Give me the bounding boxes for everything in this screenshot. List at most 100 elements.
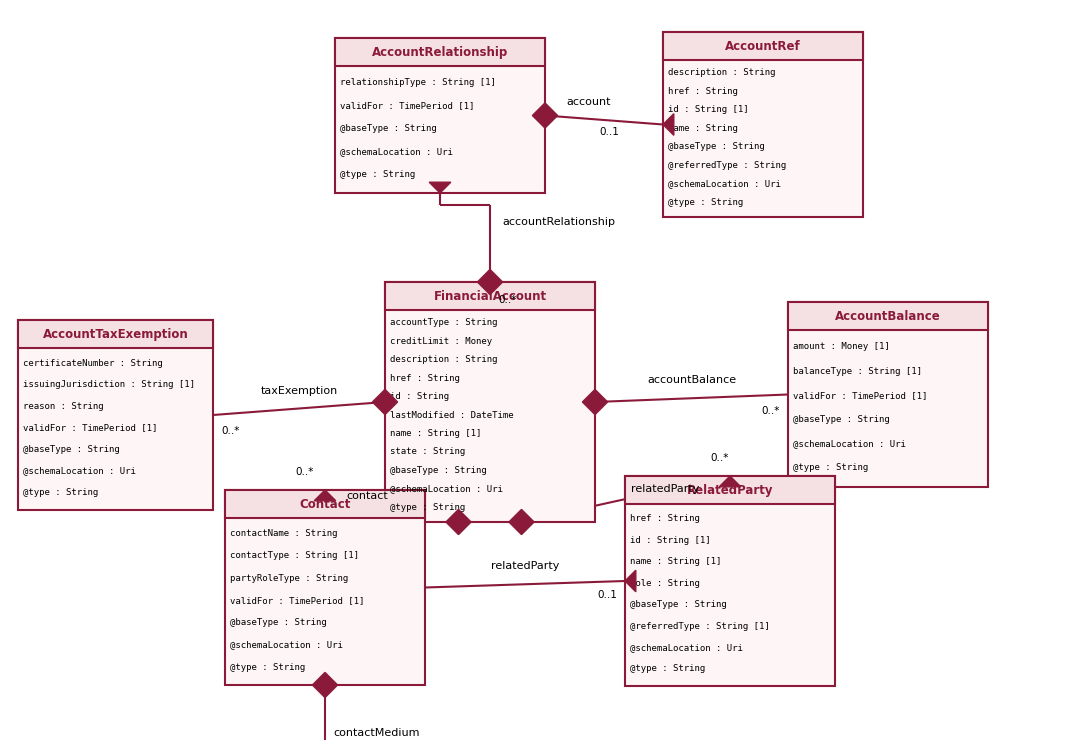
Text: @referredType : String: @referredType : String	[668, 161, 786, 169]
Text: 0..*: 0..*	[221, 426, 239, 436]
Bar	[335, 38, 545, 193]
Text: AccountTaxExemption: AccountTaxExemption	[43, 328, 188, 340]
Text: @schemaLocation : Uri: @schemaLocation : Uri	[668, 179, 781, 188]
Text: partyRoleType : String: partyRoleType : String	[230, 574, 348, 582]
Text: role : String: role : String	[630, 579, 700, 588]
Text: @schemaLocation : Uri: @schemaLocation : Uri	[340, 147, 452, 156]
Text: @schemaLocation : Uri: @schemaLocation : Uri	[390, 484, 503, 494]
Text: creditLimit : Money: creditLimit : Money	[390, 337, 492, 346]
Text: relatedParty: relatedParty	[631, 484, 699, 494]
Text: name : String [1]: name : String [1]	[630, 557, 722, 566]
Text: validFor : TimePeriod [1]: validFor : TimePeriod [1]	[23, 423, 157, 432]
Polygon shape	[430, 182, 451, 193]
Text: href : String: href : String	[630, 514, 700, 523]
Text: AccountRelationship: AccountRelationship	[372, 45, 508, 58]
Text: @schemaLocation : Uri: @schemaLocation : Uri	[23, 467, 136, 476]
Text: accountBalance: accountBalance	[647, 375, 736, 386]
Text: @type : String: @type : String	[23, 488, 98, 497]
Text: id : String [1]: id : String [1]	[668, 105, 749, 115]
Text: @type : String: @type : String	[668, 198, 743, 206]
Text: @baseType : String: @baseType : String	[668, 142, 765, 151]
Text: FinancialAccount: FinancialAccount	[433, 289, 546, 303]
Text: 0..*: 0..*	[710, 453, 728, 463]
Text: href : String: href : String	[390, 374, 460, 383]
Text: contactMedium: contactMedium	[333, 728, 420, 738]
Text: @type : String: @type : String	[793, 463, 868, 472]
Text: lastModified : DateTime: lastModified : DateTime	[390, 411, 514, 420]
Text: @schemaLocation : Uri: @schemaLocation : Uri	[630, 643, 743, 652]
Text: contact: contact	[347, 491, 389, 501]
Text: href : String: href : String	[668, 87, 738, 96]
Bar	[18, 320, 213, 510]
Text: description : String: description : String	[390, 355, 498, 364]
Polygon shape	[625, 571, 635, 592]
Text: @type : String: @type : String	[340, 170, 416, 179]
Polygon shape	[373, 389, 397, 414]
Text: RelatedParty: RelatedParty	[687, 483, 773, 497]
Text: validFor : TimePeriod [1]: validFor : TimePeriod [1]	[793, 391, 927, 400]
Text: description : String: description : String	[668, 68, 775, 78]
Text: name : String [1]: name : String [1]	[390, 429, 481, 438]
Text: taxExemption: taxExemption	[261, 386, 337, 395]
Bar	[225, 490, 425, 518]
Bar	[663, 32, 863, 217]
Text: reason : String: reason : String	[23, 402, 103, 411]
Text: @type : String: @type : String	[230, 663, 305, 672]
Polygon shape	[532, 103, 558, 128]
Text: validFor : TimePeriod [1]: validFor : TimePeriod [1]	[230, 596, 364, 605]
Text: @type : String: @type : String	[630, 665, 705, 673]
Polygon shape	[583, 389, 607, 414]
Bar	[625, 476, 835, 686]
Polygon shape	[719, 476, 741, 487]
Bar	[788, 302, 988, 330]
Text: id : String: id : String	[390, 392, 449, 401]
Bar	[663, 32, 863, 60]
Text: @referredType : String [1]: @referredType : String [1]	[630, 622, 770, 630]
Bar	[335, 38, 545, 66]
Text: accountType : String: accountType : String	[390, 318, 498, 327]
Text: validFor : TimePeriod [1]: validFor : TimePeriod [1]	[340, 101, 474, 110]
Text: amount : Money [1]: amount : Money [1]	[793, 343, 890, 352]
Bar	[384, 282, 595, 522]
Text: 0..1: 0..1	[597, 590, 617, 600]
Text: @baseType : String: @baseType : String	[340, 124, 437, 133]
Polygon shape	[314, 490, 336, 501]
Bar	[384, 282, 595, 310]
Polygon shape	[312, 673, 337, 698]
Text: name : String: name : String	[668, 124, 738, 133]
Text: id : String [1]: id : String [1]	[630, 536, 711, 545]
Text: contactType : String [1]: contactType : String [1]	[230, 551, 359, 560]
Text: AccountRef: AccountRef	[725, 39, 801, 53]
Text: state : String: state : String	[390, 448, 465, 457]
Polygon shape	[446, 509, 471, 534]
Text: certificateNumber : String: certificateNumber : String	[23, 359, 163, 368]
Text: accountRelationship: accountRelationship	[502, 217, 615, 227]
Text: @type : String: @type : String	[390, 502, 465, 512]
Text: account: account	[567, 97, 612, 107]
Text: @baseType : String: @baseType : String	[230, 618, 326, 628]
Text: @schemaLocation : Uri: @schemaLocation : Uri	[793, 439, 906, 448]
Text: issuingJurisdiction : String [1]: issuingJurisdiction : String [1]	[23, 380, 195, 389]
Text: @baseType : String: @baseType : String	[390, 466, 487, 475]
Text: 0..*: 0..*	[498, 295, 516, 305]
Polygon shape	[509, 509, 534, 534]
Bar	[788, 302, 988, 487]
Text: @baseType : String: @baseType : String	[793, 415, 890, 424]
Text: 0..1: 0..1	[599, 127, 619, 137]
Text: 0..*: 0..*	[295, 467, 313, 477]
Text: @schemaLocation : Uri: @schemaLocation : Uri	[230, 640, 342, 650]
Bar	[18, 320, 213, 348]
Bar	[625, 476, 835, 504]
Text: @baseType : String: @baseType : String	[23, 445, 120, 454]
Text: Contact: Contact	[299, 497, 351, 511]
Text: contactName : String: contactName : String	[230, 529, 337, 538]
Text: relationshipType : String [1]: relationshipType : String [1]	[340, 78, 495, 87]
Text: relatedParty: relatedParty	[491, 561, 559, 571]
Polygon shape	[477, 269, 503, 295]
Bar	[225, 490, 425, 685]
Text: @baseType : String: @baseType : String	[630, 600, 727, 609]
Text: balanceType : String [1]: balanceType : String [1]	[793, 366, 922, 376]
Text: 0..*: 0..*	[761, 406, 780, 415]
Polygon shape	[663, 114, 674, 135]
Text: AccountBalance: AccountBalance	[835, 309, 941, 323]
